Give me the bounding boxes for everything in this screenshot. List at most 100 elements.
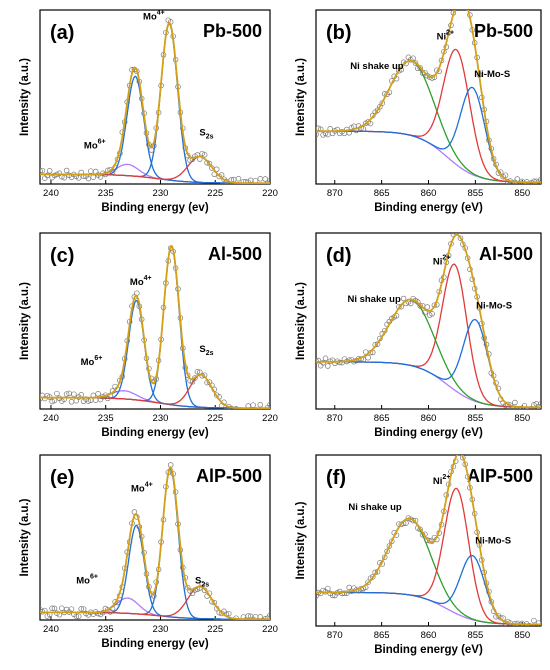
sample-title: Pb-500: [474, 21, 533, 41]
data-point: [502, 172, 509, 178]
x-tick-label: 850: [514, 188, 530, 199]
x-tick-label: 240: [43, 624, 59, 635]
x-tick-label: 865: [374, 630, 390, 641]
data-point: [85, 398, 92, 404]
plot-area: [316, 455, 541, 626]
x-tick-label: 870: [327, 188, 343, 199]
data-point: [201, 151, 208, 158]
x-tick-label: 235: [98, 188, 114, 199]
peak-annotation: Ni-Mo-S: [475, 536, 511, 547]
y-axis-title: Intensity (a.u.): [295, 501, 307, 579]
data-point: [410, 517, 416, 524]
sample-title: AlP-500: [196, 466, 262, 486]
data-point: [374, 341, 381, 347]
x-axis-title: Binding energy (eV): [374, 644, 483, 656]
peak-annotation: Mo4+: [143, 10, 165, 23]
data-point: [517, 182, 523, 184]
y-axis-title: Intensity (a.u.): [295, 282, 307, 360]
x-tick-label: 235: [98, 624, 114, 635]
peak-annotation: Ni2+: [433, 474, 450, 487]
data-point: [457, 235, 464, 241]
data-point: [367, 120, 374, 127]
x-axis-title: Binding energy (ev): [101, 427, 209, 439]
series-component-2: [316, 318, 541, 408]
series-component-0: [316, 298, 541, 408]
x-tick-label: 870: [327, 413, 343, 424]
data-point: [514, 176, 521, 182]
data-point: [90, 174, 97, 180]
series-background: [316, 361, 541, 408]
series-fit-envelope: [40, 21, 270, 184]
data-point: [267, 402, 270, 408]
sample-title: Al-500: [479, 244, 533, 264]
x-tick-label: 865: [374, 413, 390, 424]
data-point: [68, 606, 75, 612]
x-tick-label: 225: [207, 624, 223, 635]
series-component-2: [40, 467, 270, 620]
data-point: [75, 613, 82, 619]
plot-area: [40, 462, 270, 625]
data-point: [360, 126, 367, 132]
data-point: [239, 408, 243, 409]
data-point: [267, 612, 270, 618]
sample-title: Pb-500: [203, 21, 262, 41]
x-tick-label: 240: [43, 188, 59, 199]
peak-annotation: Mo6+: [81, 355, 103, 368]
data-point: [211, 599, 218, 606]
panel-label: (e): [50, 467, 74, 489]
data-point: [44, 172, 51, 179]
peak-annotation: Ni shake up: [347, 294, 401, 305]
data-point: [322, 355, 329, 362]
data-point: [73, 613, 80, 620]
series-component-3: [40, 156, 270, 184]
chart-panel-a: 240 235 230 225 220 Binding energy (ev) Intens…: [19, 9, 278, 214]
series-fit-envelope: [316, 10, 541, 184]
data-point: [236, 620, 241, 625]
data-point: [236, 410, 241, 415]
data-point: [325, 585, 331, 592]
chart-panel-c: 240 235 230 225 220 Binding energy (ev) Intens…: [19, 232, 278, 439]
data-point: [538, 400, 541, 407]
peak-annotation: Ni2+: [433, 254, 450, 267]
data-point: [250, 402, 256, 408]
chart-panel-b: 870 865 860 855 850 Binding energy (eV) Intens…: [295, 0, 542, 214]
data-point: [194, 369, 201, 375]
y-axis-title: Intensity (a.u.): [19, 498, 31, 576]
data-point: [257, 176, 264, 182]
data-point: [325, 363, 331, 369]
x-axis-title: Binding energy (ev): [101, 202, 209, 214]
data-point: [512, 399, 518, 406]
panel-label: (c): [50, 245, 74, 267]
x-tick-label: 225: [207, 188, 223, 199]
peak-annotation: Ni2+: [437, 30, 454, 43]
data-point: [192, 375, 198, 381]
peak-annotation: Ni shake up: [350, 61, 404, 72]
x-tick-label: 865: [374, 188, 390, 199]
data-point: [226, 610, 232, 617]
panel-label: (b): [326, 22, 352, 44]
data-point: [429, 311, 435, 317]
x-tick-label: 220: [262, 413, 278, 424]
sample-title: AlP-500: [467, 466, 533, 486]
data-point: [68, 399, 75, 405]
y-axis-title: Intensity (a.u.): [19, 282, 31, 360]
data-point: [243, 179, 249, 184]
panel-label: (a): [50, 22, 74, 44]
x-tick-label: 220: [262, 188, 278, 199]
chart-panel-e: 240 235 230 225 220 Binding energy (ev) Intens…: [19, 454, 278, 650]
data-point: [63, 167, 70, 174]
x-tick-label: 230: [153, 624, 169, 635]
x-tick-label: 855: [467, 630, 483, 641]
data-point: [460, 0, 465, 4]
data-point: [85, 175, 92, 182]
data-point: [71, 391, 77, 397]
peak-annotation: S2s: [195, 575, 209, 588]
data-point: [463, 0, 468, 2]
peak-annotation: Ni shake up: [348, 502, 402, 513]
data-point: [407, 300, 414, 307]
x-tick-label: 855: [467, 188, 483, 199]
peak-annotation: S2s: [199, 344, 213, 357]
x-tick-label: 220: [262, 624, 278, 635]
data-point: [341, 590, 348, 597]
data-point: [531, 617, 537, 624]
